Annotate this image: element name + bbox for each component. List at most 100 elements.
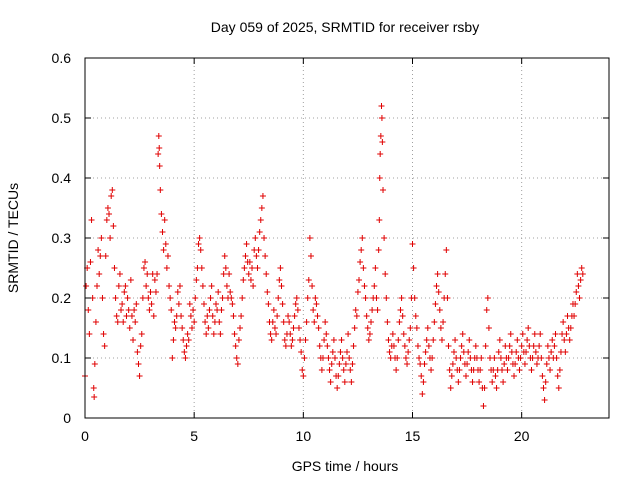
data-point (247, 277, 254, 283)
data-point (456, 367, 463, 373)
data-point (575, 283, 582, 289)
data-point (465, 349, 472, 355)
data-point (88, 217, 95, 223)
data-point (541, 397, 548, 403)
data-point (156, 145, 163, 151)
data-point (409, 241, 416, 247)
data-point (443, 247, 450, 253)
data-point (399, 313, 406, 319)
data-point (402, 355, 409, 361)
data-point (109, 187, 116, 193)
data-point (400, 331, 407, 337)
data-point (135, 361, 142, 367)
data-point (216, 319, 223, 325)
data-point (401, 343, 408, 349)
data-point (138, 331, 145, 337)
data-point (411, 295, 418, 301)
data-point (137, 343, 144, 349)
data-point (476, 379, 483, 385)
data-point (96, 271, 103, 277)
data-point (358, 247, 365, 253)
data-point (156, 163, 163, 169)
data-point (305, 277, 312, 283)
data-point (199, 283, 206, 289)
data-point (504, 367, 511, 373)
data-point (85, 307, 92, 313)
data-point (572, 301, 579, 307)
x-tick-label: 20 (514, 428, 530, 444)
data-point (327, 379, 334, 385)
data-point (154, 271, 161, 277)
data-point (421, 361, 428, 367)
data-point (223, 283, 230, 289)
data-point (237, 325, 244, 331)
data-point (303, 319, 310, 325)
data-point (484, 295, 491, 301)
data-point (517, 355, 524, 361)
data-point (533, 361, 540, 367)
data-point (140, 265, 147, 271)
data-point (416, 355, 423, 361)
data-point (126, 325, 133, 331)
data-point (422, 349, 429, 355)
data-point (197, 247, 204, 253)
data-point (203, 331, 210, 337)
data-point (246, 259, 253, 265)
data-point (221, 253, 228, 259)
data-point (245, 271, 252, 277)
data-point (291, 313, 298, 319)
data-point (270, 307, 277, 313)
data-point (299, 367, 306, 373)
data-point (380, 187, 387, 193)
data-point (339, 355, 346, 361)
data-point (205, 325, 212, 331)
data-point (377, 151, 384, 157)
data-point (316, 343, 323, 349)
data-point (210, 331, 217, 337)
y-tick-label: 0.4 (52, 170, 72, 186)
data-point (576, 295, 583, 301)
data-point (518, 343, 525, 349)
data-point (330, 337, 337, 343)
data-point (310, 307, 317, 313)
data-point (288, 343, 295, 349)
data-point (151, 277, 158, 283)
chart-title: Day 059 of 2025, SRMTID for receiver rsb… (211, 19, 479, 35)
data-point (404, 361, 411, 367)
data-point (102, 253, 109, 259)
data-point (424, 325, 431, 331)
data-point (478, 355, 485, 361)
data-point (302, 337, 309, 343)
data-point (435, 289, 442, 295)
data-point (406, 337, 413, 343)
data-point (234, 361, 241, 367)
data-point (430, 337, 437, 343)
data-point (326, 367, 333, 373)
data-point (207, 295, 214, 301)
data-point (516, 367, 523, 373)
data-point (341, 379, 348, 385)
data-point (371, 283, 378, 289)
data-point (497, 355, 504, 361)
data-point (123, 313, 130, 319)
data-point (511, 373, 518, 379)
data-point (318, 367, 325, 373)
data-point (530, 343, 537, 349)
data-point (348, 379, 355, 385)
data-point (257, 217, 264, 223)
data-point (91, 394, 98, 400)
data-point (323, 331, 330, 337)
data-point (183, 343, 190, 349)
data-point (104, 205, 111, 211)
data-point (525, 325, 532, 331)
data-point (161, 217, 168, 223)
data-point (336, 361, 343, 367)
data-point (431, 319, 438, 325)
data-point (458, 343, 465, 349)
data-point (256, 229, 263, 235)
data-point (196, 235, 203, 241)
data-point (538, 355, 545, 361)
data-point (483, 307, 490, 313)
data-point (193, 277, 200, 283)
